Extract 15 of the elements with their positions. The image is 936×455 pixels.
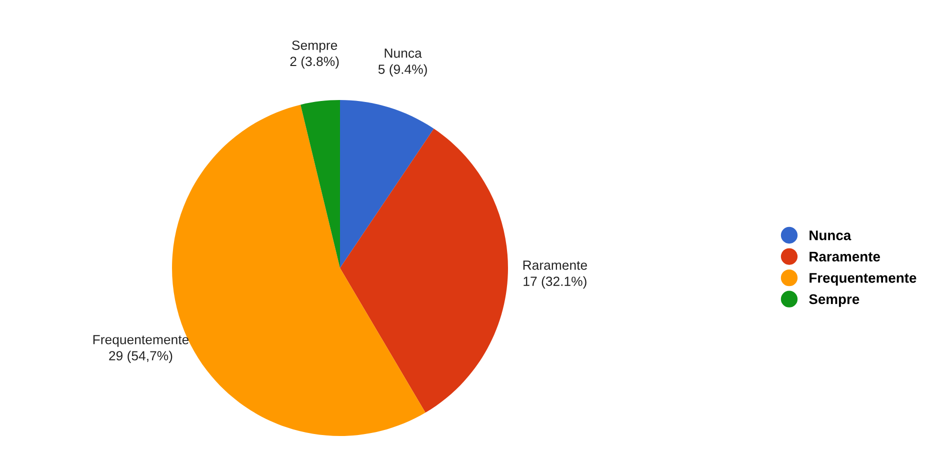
legend-label: Raramente xyxy=(810,252,880,262)
legend-label: Nunca xyxy=(810,230,852,240)
pie-slice xyxy=(340,128,508,413)
data-label: 29 (54,7%) xyxy=(109,350,172,364)
slice-label: Frequentemente xyxy=(93,335,189,347)
pie-slice xyxy=(340,100,434,268)
legend-label: Sempre xyxy=(809,294,860,307)
legend-label: Frequentemente xyxy=(810,273,916,286)
data-label: 17 (32.1%) xyxy=(524,276,586,289)
slice-label: Sempre xyxy=(292,40,338,53)
slice-label: Nunca xyxy=(384,48,422,58)
data-label: 5 (9.4%) xyxy=(378,64,427,77)
slice-label: Raramente xyxy=(523,260,587,270)
data-label: 2 (3.8%) xyxy=(290,56,339,69)
pie-slice xyxy=(300,100,340,268)
